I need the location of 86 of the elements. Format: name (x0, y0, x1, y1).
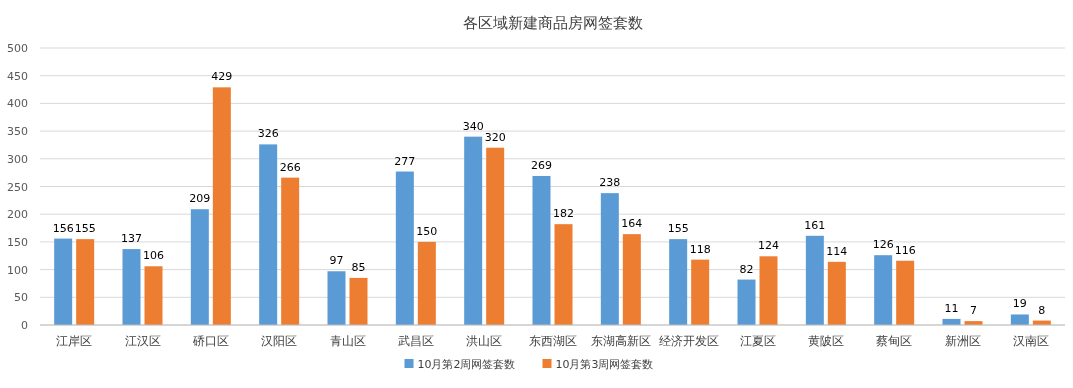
bar (805, 235, 824, 325)
data-label: 238 (599, 176, 621, 190)
y-tick-label: 450 (7, 69, 28, 83)
data-label: 277 (394, 154, 416, 168)
legend-label: 10月第2周网签套数 (417, 358, 516, 371)
x-tick-label: 江夏区 (739, 334, 776, 348)
y-tick-label: 100 (7, 263, 28, 277)
x-tick-label: 东西湖区 (528, 334, 577, 348)
y-tick-label: 0 (21, 319, 28, 332)
data-label: 320 (484, 130, 506, 144)
data-label: 7 (970, 304, 977, 318)
data-label: 137 (121, 232, 142, 246)
x-tick-label: 汉阳区 (261, 334, 298, 348)
bar (759, 256, 778, 325)
data-label: 118 (689, 242, 711, 256)
bar (259, 144, 278, 325)
data-label: 19 (1012, 297, 1027, 311)
data-label: 340 (462, 119, 484, 133)
data-label: 85 (351, 260, 366, 274)
bar (395, 171, 414, 325)
data-label: 82 (739, 262, 754, 276)
bar (896, 260, 915, 325)
bar (417, 241, 436, 325)
data-label: 164 (621, 217, 643, 231)
x-tick-label: 硚口区 (191, 334, 229, 348)
bar (622, 234, 641, 325)
data-label: 8 (1038, 303, 1046, 317)
data-label: 429 (211, 70, 233, 84)
y-tick-label: 50 (14, 291, 28, 305)
x-tick-label: 东湖高新区 (590, 334, 651, 348)
x-tick-label: 江岸区 (56, 334, 93, 348)
y-tick-label: 500 (7, 42, 28, 55)
data-label: 106 (143, 249, 164, 263)
data-label: 161 (804, 218, 826, 232)
bar (212, 87, 231, 325)
data-label: 124 (758, 239, 779, 253)
bar (54, 238, 73, 325)
x-tick-label: 江汉区 (124, 334, 161, 348)
data-label: 126 (872, 238, 894, 252)
data-label: 269 (531, 158, 552, 172)
data-label: 155 (667, 222, 689, 236)
chart-title: 各区域新建商品房网签套数 (462, 14, 643, 32)
x-tick-label: 青山区 (329, 334, 366, 348)
y-tick-label: 400 (7, 97, 28, 111)
x-tick-label: 洪山区 (466, 334, 503, 348)
data-label: 97 (329, 254, 344, 268)
x-tick-label: 黄陂区 (807, 334, 844, 348)
x-tick-label: 汉南区 (1012, 334, 1049, 348)
bar (144, 266, 163, 325)
data-label: 150 (416, 224, 438, 238)
x-tick-label: 新洲区 (944, 334, 981, 348)
x-tick-label: 经济开发区 (659, 334, 720, 348)
bar (600, 193, 619, 325)
y-tick-label: 300 (7, 152, 28, 166)
bar (691, 259, 710, 325)
data-label: 155 (74, 222, 96, 236)
y-tick-label: 150 (7, 235, 28, 249)
bar (122, 249, 141, 325)
bar (327, 271, 346, 325)
data-label: 114 (826, 244, 848, 258)
data-label: 209 (189, 192, 211, 206)
bar (281, 177, 300, 325)
bar (1010, 314, 1029, 325)
bar (737, 279, 756, 325)
x-tick-label: 武昌区 (397, 334, 434, 348)
data-label: 116 (894, 243, 916, 257)
y-tick-label: 200 (7, 208, 28, 222)
bar (190, 209, 209, 325)
x-tick-label: 蔡甸区 (876, 334, 913, 348)
legend-label: 10月第3周网签套数 (555, 358, 654, 371)
data-label: 156 (52, 221, 74, 235)
bar (874, 255, 893, 325)
bar (349, 277, 368, 325)
bar (76, 239, 95, 325)
bar (532, 175, 551, 325)
data-label: 11 (944, 301, 959, 315)
bar (486, 147, 505, 325)
bar (554, 224, 573, 325)
data-label: 266 (279, 160, 301, 174)
bar (464, 136, 483, 325)
data-label: 326 (257, 127, 279, 141)
data-label: 182 (553, 207, 574, 221)
y-tick-label: 250 (7, 180, 28, 194)
y-tick-label: 350 (7, 125, 28, 139)
bar (669, 239, 688, 325)
bar (827, 261, 846, 325)
